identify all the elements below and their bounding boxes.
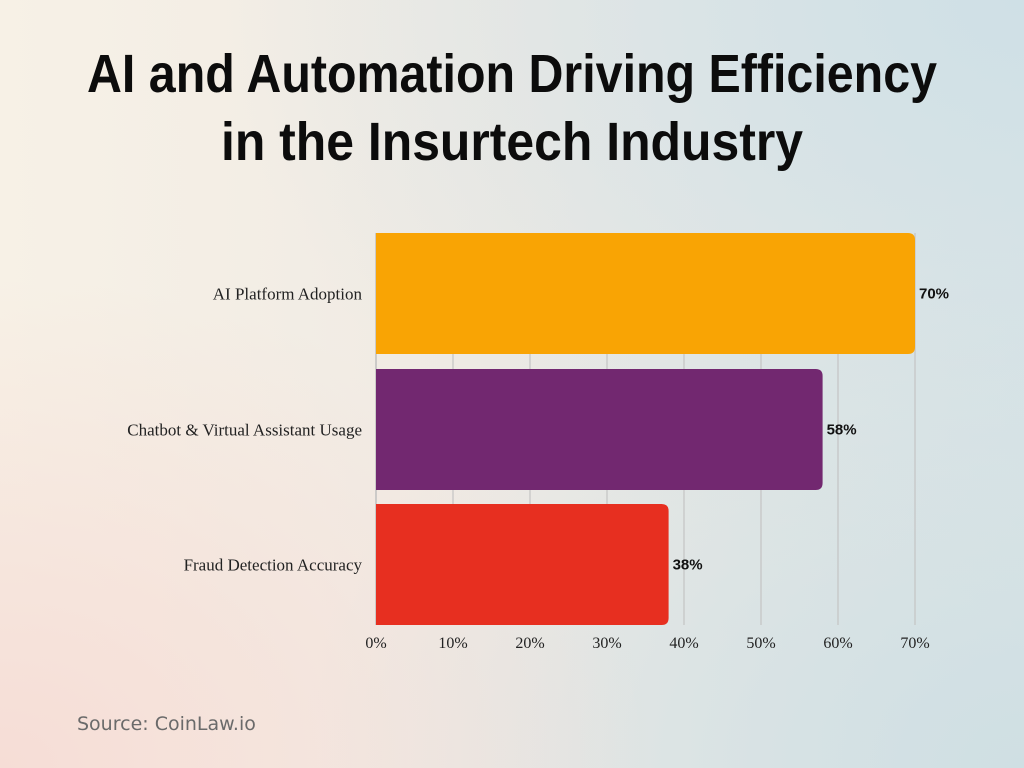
bar [376,233,915,354]
x-tick-label: 50% [746,635,775,652]
chart-title-line-2: in the Insurtech Industry [221,112,803,172]
source-note: Source: CoinLaw.io [77,713,256,735]
x-tick-label: 20% [515,635,544,652]
x-tick-label: 40% [669,635,698,652]
category-label: Chatbot & Virtual Assistant Usage [127,421,362,440]
x-tick-label: 0% [365,635,386,652]
data-label: 38% [673,557,703,574]
bar [376,369,823,490]
data-label: 70% [919,286,949,303]
category-label: Fraud Detection Accuracy [184,556,363,575]
x-tick-label: 30% [592,635,621,652]
category-label: AI Platform Adoption [213,285,363,304]
x-tick-label: 10% [438,635,467,652]
data-label: 58% [827,422,857,439]
chart-title-line-1: AI and Automation Driving Efficiency [87,44,937,104]
x-tick-label: 70% [900,635,929,652]
bar [376,504,669,625]
x-tick-label: 60% [823,635,852,652]
